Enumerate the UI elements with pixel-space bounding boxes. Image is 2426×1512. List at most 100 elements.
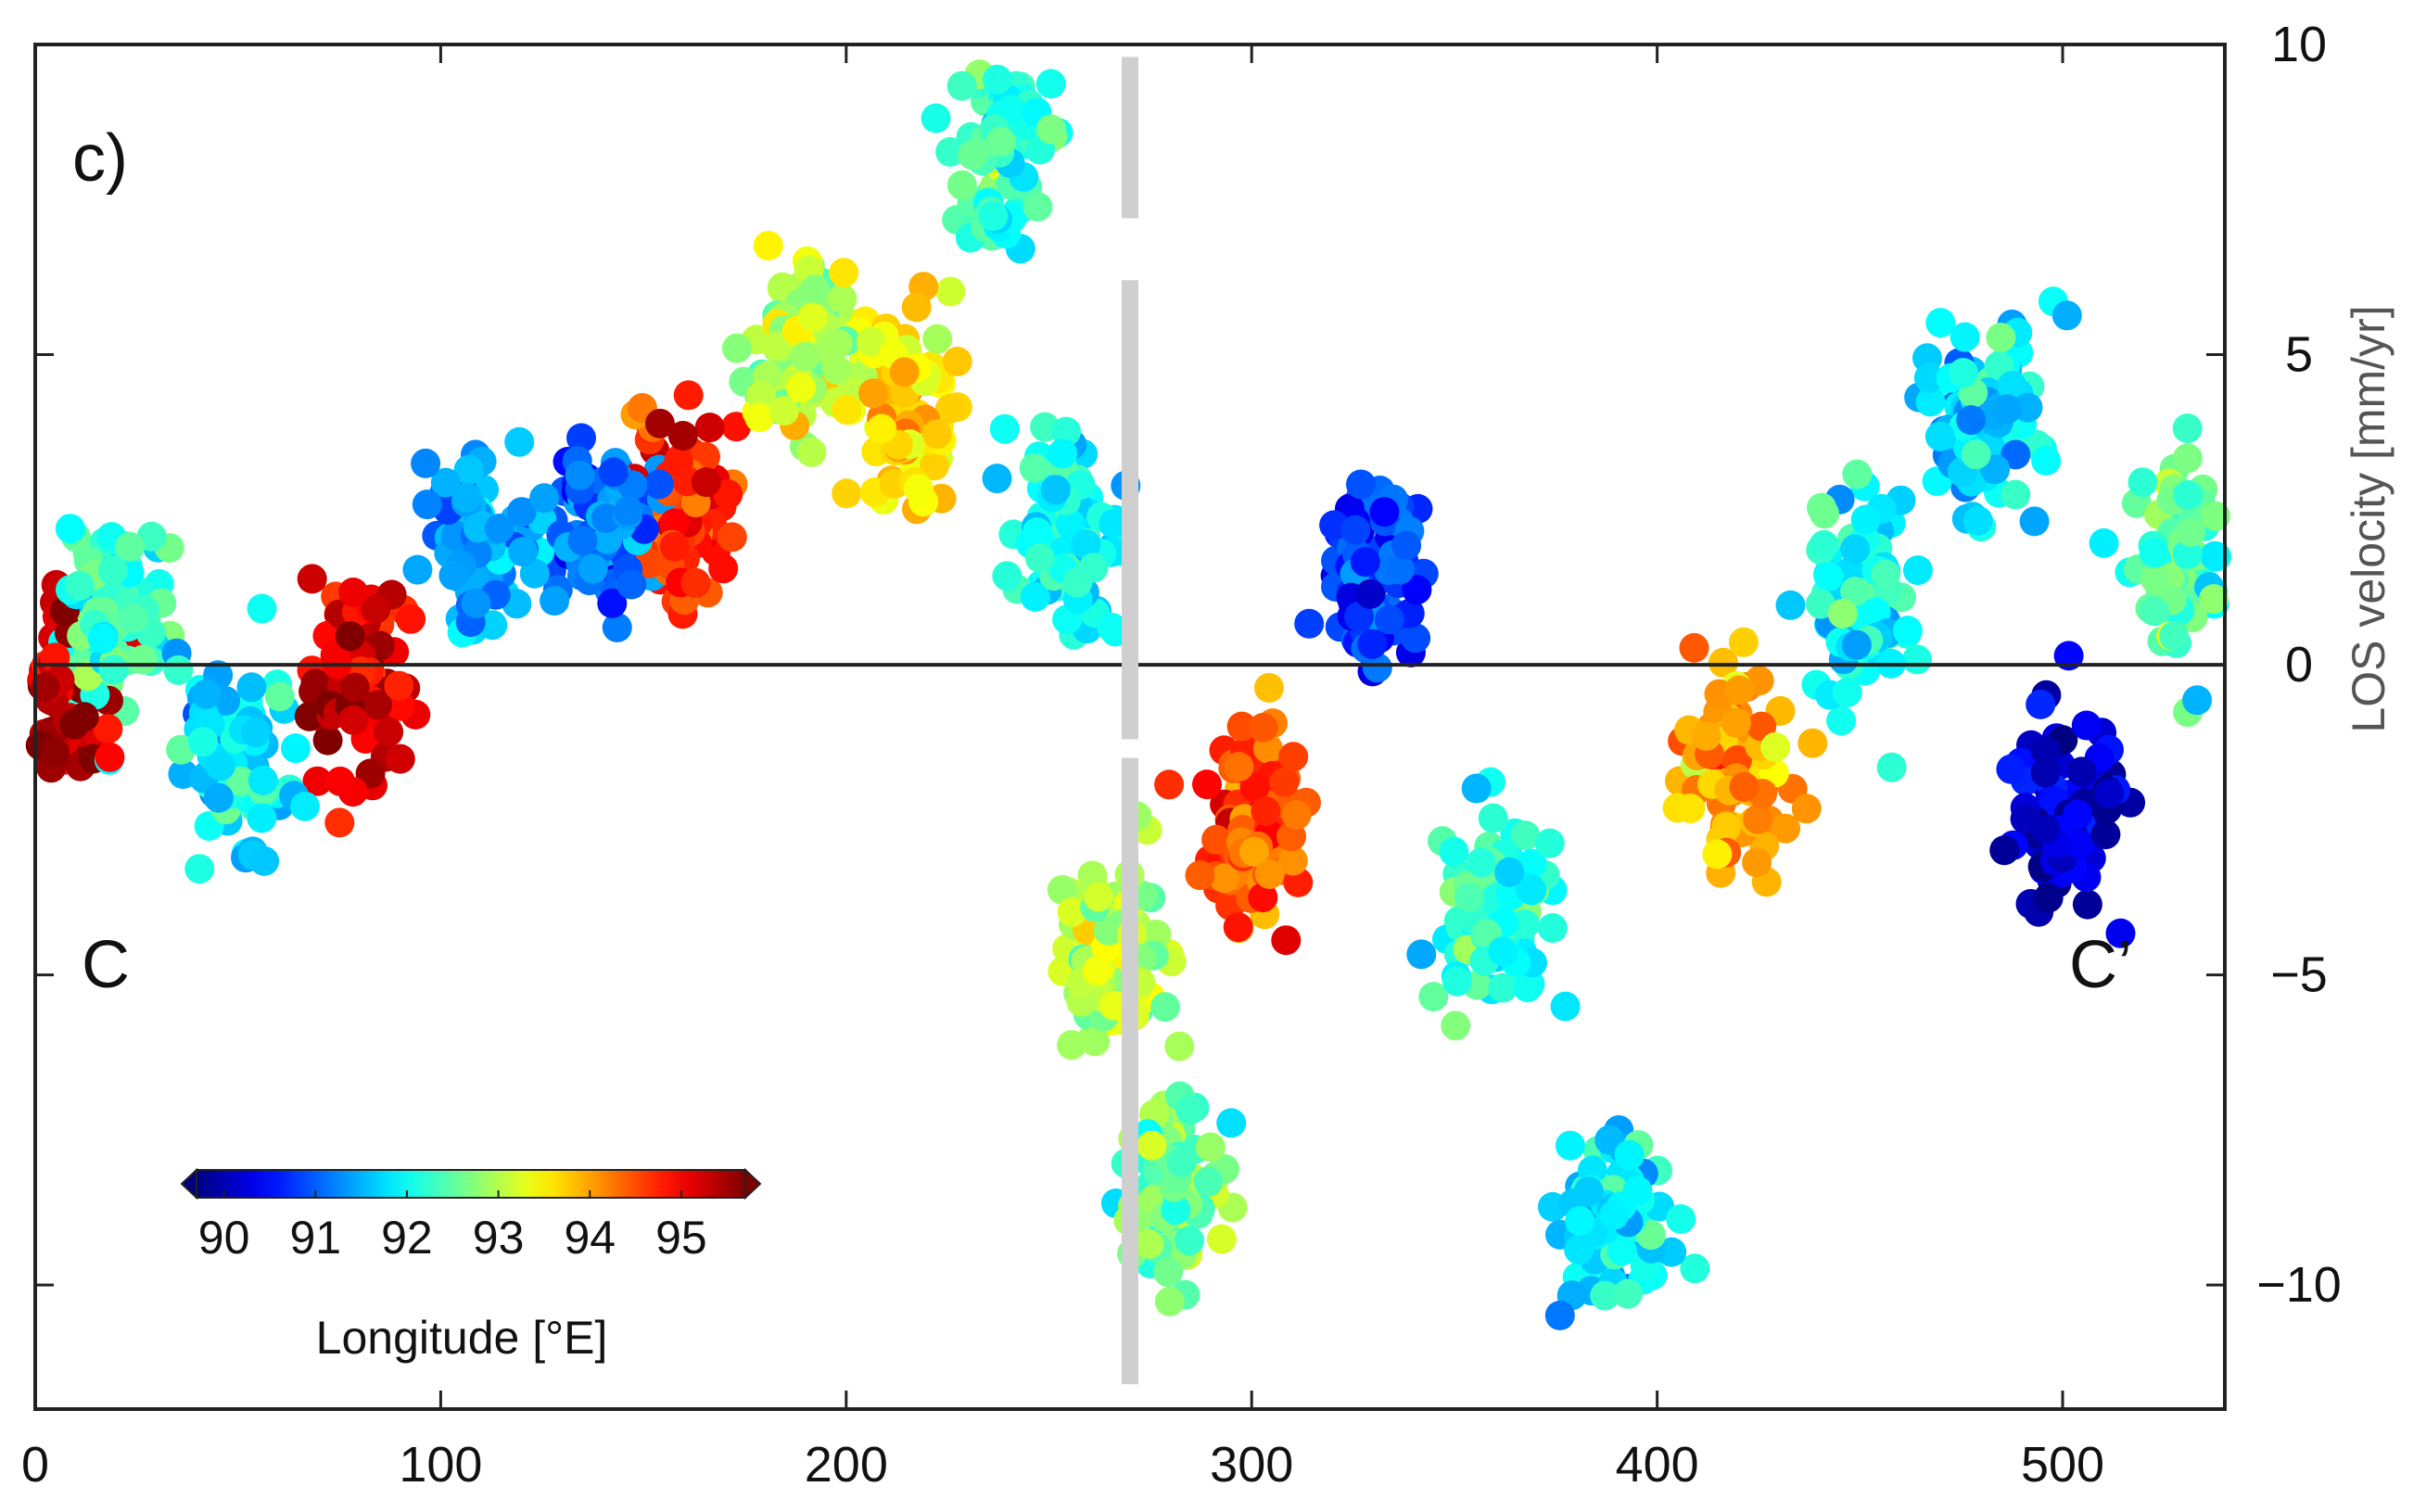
colorbar-lower-extension [180,1167,197,1201]
data-point [1599,1200,1630,1230]
data-point [2026,689,2056,719]
data-point [1666,1204,1696,1234]
data-point [644,408,675,438]
data-point [1510,820,1541,851]
data-point [1466,847,1496,878]
colorbar-tick-label: 95 [655,1212,707,1264]
data-point [1850,504,1881,535]
data-point [1924,421,1955,451]
data-point [2030,814,2061,845]
panel-label: c) [72,121,128,196]
data-point [1040,475,1071,505]
data-point [985,126,1016,157]
data-point [69,702,99,732]
data-point [1478,803,1508,833]
colorbar-tick-label: 91 [289,1212,341,1264]
data-point [921,103,951,133]
data-point [324,807,355,838]
data-point [93,714,123,744]
data-point [1813,561,1844,591]
data-point [1613,1278,1643,1309]
data-point [1680,1253,1710,1284]
data-point [1082,956,1112,986]
data-point [64,570,95,601]
data-point [1494,857,1525,887]
data-point [248,765,278,795]
data-point [673,380,704,411]
data-point [1729,771,1759,802]
data-point [2182,685,2213,716]
data-point [236,672,267,703]
data-point [1441,1010,1471,1041]
data-point [1892,616,1923,646]
data-point [225,766,256,796]
data-point [264,681,295,712]
data-point [946,70,977,101]
data-point [2089,527,2119,558]
data-point [958,140,987,171]
data-point [1153,1257,1184,1288]
data-point [1022,192,1053,222]
x-tick-label: 200 [805,1437,888,1493]
data-point [1239,772,1270,803]
data-point [396,604,426,634]
data-point [2094,778,2125,808]
data-point [578,553,608,584]
data-point [335,621,365,652]
data-point [744,402,775,433]
data-point [769,396,799,426]
data-point [1513,972,1543,1003]
data-point [2172,413,2203,443]
data-point [1721,707,1751,738]
data-point [1401,623,1431,654]
data-point [2090,820,2121,850]
data-point [191,679,222,709]
data-point [982,64,1012,95]
data-point [1555,1130,1585,1161]
data-point [297,564,327,594]
data-point [1248,712,1278,743]
data-point [978,201,1009,232]
data-point [1391,530,1422,561]
data-point [989,413,1020,444]
data-point [1369,497,1400,527]
data-point [30,672,60,703]
data-point [667,421,698,451]
data-point [1206,1224,1237,1254]
data-point [504,426,535,457]
data-point [1294,608,1325,639]
data-point [477,610,508,641]
data-point [659,508,690,539]
data-point [506,497,537,527]
data-point [1355,578,1385,609]
data-point [1057,896,1087,927]
data-point [87,624,118,654]
data-point [453,454,484,485]
data-point [829,258,859,288]
points-layer [25,59,2232,1330]
data-point [1374,604,1404,635]
data-point [1810,499,1840,529]
profile-start-label: C [82,928,130,1002]
y-tick-label: 0 [2285,637,2313,692]
data-point [616,569,647,600]
data-point [2140,596,2169,627]
data-point [1842,459,1873,489]
data-point [790,341,820,372]
data-point [2066,756,2097,787]
data-point [903,474,934,504]
data-point [484,514,514,543]
data-point [40,738,70,769]
data-point [1195,1132,1226,1163]
data-point [385,743,415,774]
data-point [374,717,404,747]
data-point [430,467,461,498]
data-point [2159,621,2189,652]
data-point [1224,752,1254,782]
data-point [412,489,442,520]
data-point [920,451,949,481]
data-point [1827,599,1858,629]
data-point [1771,813,1801,844]
data-point [1832,677,1862,707]
data-point [2139,538,2169,568]
